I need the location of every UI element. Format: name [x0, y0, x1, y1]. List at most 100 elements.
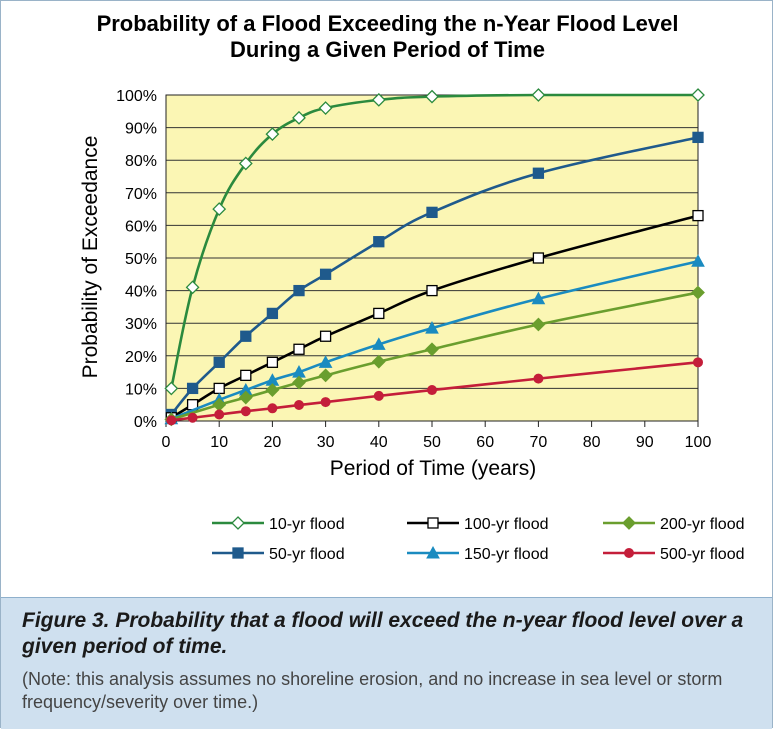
legend-marker	[624, 548, 634, 558]
data-point	[240, 330, 252, 342]
series-10-yr-flood	[164, 88, 705, 396]
data-point	[425, 342, 439, 357]
x-tick-label: 30	[317, 434, 335, 451]
legend-item: 100-yr flood	[407, 516, 549, 533]
data-point	[426, 206, 438, 219]
chart: 0% 10% 20% 30% 40% 50% 60% 70% 80% 90% 100% 0 10 20 30…	[79, 88, 745, 563]
data-point	[693, 357, 703, 368]
x-tick-label: 10	[210, 434, 228, 451]
y-tick-label: 90%	[125, 121, 157, 138]
data-point	[213, 382, 225, 395]
data-point	[531, 317, 546, 332]
legend-label: 10-yr flood	[269, 516, 345, 533]
data-point	[265, 383, 280, 397]
data-point	[214, 409, 225, 420]
data-point	[164, 381, 179, 396]
series-500-yr-flood	[166, 357, 703, 426]
data-point	[166, 415, 177, 426]
data-point	[532, 252, 545, 264]
y-tick-label: 30%	[125, 316, 157, 333]
data-point	[293, 284, 305, 297]
x-axis-label: Period of Time (years)	[330, 457, 537, 480]
caption-note: (Note: this analysis assumes no shorelin…	[22, 669, 723, 712]
data-point	[426, 284, 438, 297]
data-point	[531, 291, 546, 305]
x-tick-label: 100	[685, 434, 712, 451]
data-point	[292, 110, 306, 125]
data-point	[692, 209, 704, 222]
x-tick-label: 70	[530, 434, 548, 451]
data-point	[213, 356, 225, 368]
y-tick-label: 20%	[125, 349, 157, 366]
data-point	[425, 321, 439, 334]
data-point	[265, 127, 280, 142]
chart-title-line-1: Probability of a Flood Exceeding the n-Y…	[96, 11, 679, 36]
data-point	[292, 375, 306, 390]
legend-item: 200-yr flood	[603, 516, 745, 533]
series-200-yr-flood	[164, 285, 705, 427]
data-point	[240, 369, 252, 382]
x-tick-label: 50	[423, 434, 441, 451]
legend-marker	[232, 547, 244, 559]
data-point	[186, 382, 199, 395]
data-point	[318, 368, 333, 383]
data-point	[319, 330, 332, 342]
legend-marker	[622, 516, 636, 530]
y-tick-label: 0%	[134, 414, 157, 431]
data-point	[238, 390, 253, 405]
data-point	[691, 285, 705, 300]
data-point	[185, 280, 200, 295]
chart-title: Probability of a Flood Exceeding the n-Y…	[1, 11, 773, 63]
data-point	[319, 268, 332, 280]
series-50-yr-flood	[165, 131, 704, 421]
y-tick-label: 80%	[125, 153, 157, 170]
data-point	[212, 202, 227, 217]
data-point	[294, 400, 304, 411]
y-tick-label: 100%	[116, 88, 157, 105]
data-point	[371, 92, 386, 107]
legend: 10-yr flood 100-yr flood 200-yr flood 50-yr…	[212, 516, 745, 563]
data-point	[266, 307, 279, 320]
data-point	[266, 356, 279, 368]
data-point	[371, 337, 386, 350]
y-axis-label: Probability of Exceedance	[79, 136, 102, 379]
legend-label: 150-yr flood	[464, 546, 549, 563]
x-tick-label: 90	[636, 434, 654, 451]
x-tick-label: 0	[162, 434, 171, 451]
legend-marker	[231, 516, 245, 530]
data-point	[240, 406, 251, 417]
x-tick-label: 80	[583, 434, 601, 451]
x-tick-label: 20	[264, 434, 282, 451]
x-tick-label: 60	[476, 434, 494, 451]
axes: 0% 10% 20% 30% 40% 50% 60% 70% 80% 90% 100% 0 10 20 30…	[116, 88, 711, 451]
legend-item: 500-yr flood	[603, 546, 745, 563]
data-point	[373, 236, 385, 248]
data-point	[371, 354, 386, 369]
data-point	[691, 88, 705, 102]
data-point	[318, 101, 333, 115]
legend-label: 100-yr flood	[464, 516, 549, 533]
data-point	[692, 131, 704, 144]
data-point	[238, 156, 253, 171]
data-point	[691, 254, 705, 267]
legend-label: 500-yr flood	[660, 546, 745, 563]
data-point	[533, 373, 544, 384]
y-tick-label: 60%	[125, 218, 157, 235]
figure-caption: Figure 3. Probability that a flood will …	[22, 609, 744, 658]
data-point	[373, 390, 384, 401]
caption-box: Figure 3. Probability that a flood will …	[1, 597, 772, 729]
x-tick-label: 40	[370, 434, 388, 451]
y-tick-label: 50%	[125, 251, 157, 268]
data-point	[320, 397, 331, 408]
legend-marker	[427, 517, 439, 529]
data-point	[427, 385, 437, 396]
data-point	[531, 88, 546, 102]
data-point	[425, 89, 439, 104]
data-point	[293, 343, 305, 355]
y-tick-label: 10%	[125, 381, 157, 398]
legend-label: 50-yr flood	[269, 546, 345, 563]
data-point	[187, 412, 198, 423]
legend-item: 10-yr flood	[212, 516, 345, 533]
data-point	[373, 307, 385, 320]
